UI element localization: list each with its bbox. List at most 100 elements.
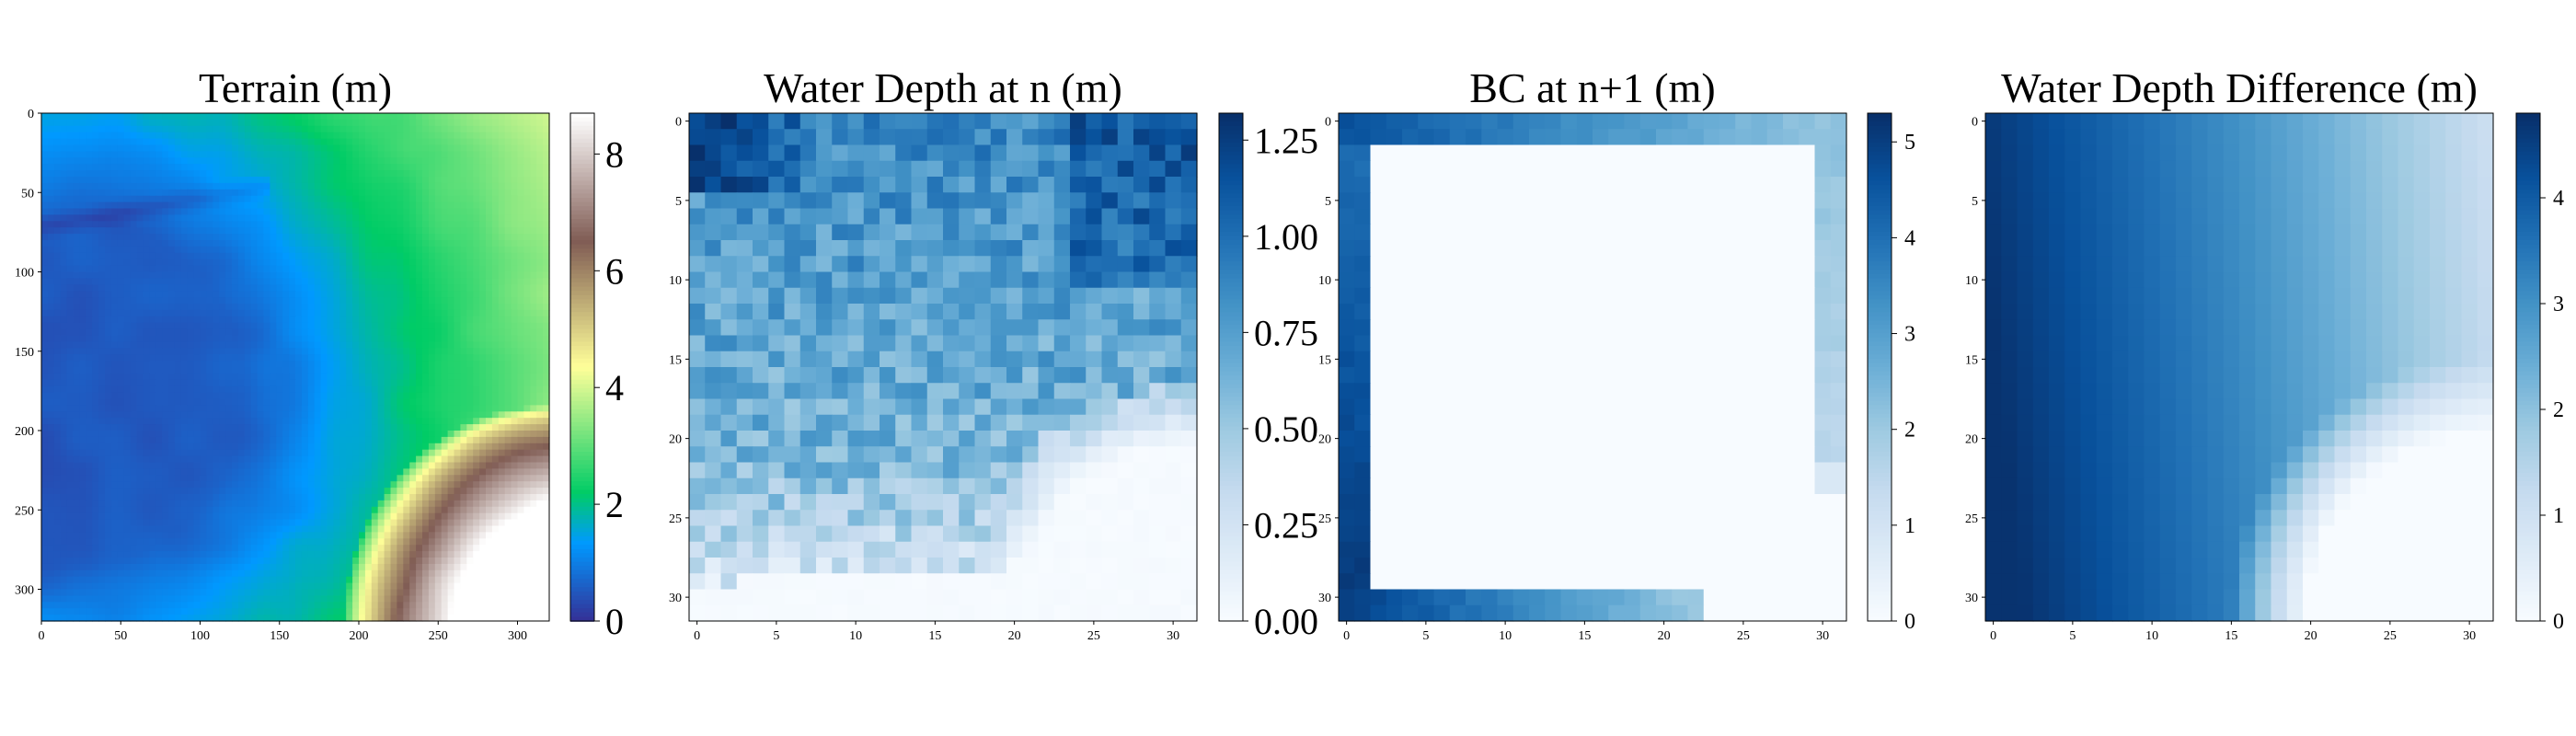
heatmap-cell [307,455,316,464]
heatmap-cell [237,328,246,337]
heatmap-cell [174,297,182,305]
heatmap-cell [237,201,246,210]
heatmap-cell [282,240,290,247]
heatmap-cell [47,271,55,279]
heatmap-cell [530,367,537,374]
heatmap-cell [257,125,265,133]
heatmap-cell [498,271,506,279]
heatmap-cell [66,316,75,324]
heatmap-cell [225,113,233,121]
heatmap-cell [244,144,252,152]
heatmap-cell [41,373,49,381]
heatmap-cell [168,322,176,330]
heatmap-cell [511,240,519,247]
heatmap-cell [327,361,334,368]
heatmap-cell [536,195,544,203]
heatmap-cell [136,443,144,451]
heatmap-cell [504,405,512,412]
heatmap-cell [47,322,55,330]
heatmap-cell [409,113,417,121]
heatmap-cell [479,246,487,254]
heatmap-cell [447,475,455,482]
heatmap-cell [193,252,201,260]
heatmap-cell [327,494,334,501]
heatmap-cell [359,119,366,127]
heatmap-cell [491,113,500,121]
heatmap-cell [244,189,252,197]
heatmap-cell [530,113,537,121]
heatmap-cell [307,309,316,317]
heatmap-cell [511,278,519,285]
heatmap-cell [364,284,373,292]
heatmap-cell [371,361,379,368]
heatmap-cell [307,271,316,279]
heatmap-cell [359,500,366,508]
heatmap-cell [491,475,500,482]
heatmap-cell [250,424,259,431]
heatmap-cell [250,462,259,469]
heatmap-cell [498,455,506,464]
heatmap-cell [397,284,404,292]
heatmap-cell [364,151,373,158]
heatmap-cell [397,144,404,152]
heatmap-cell [213,443,220,451]
heatmap-cell [193,398,201,406]
heatmap-cell [422,424,430,431]
heatmap-cell [53,189,62,197]
heatmap-cell [397,335,404,342]
heatmap-cell [409,373,417,381]
heatmap-cell [257,240,265,247]
heatmap-cell [352,462,360,469]
heatmap-cell [73,431,80,438]
heatmap-cell [200,455,207,464]
heatmap-cell [543,259,550,267]
heatmap-cell [66,151,75,158]
heatmap-cell [237,113,246,121]
heatmap-cell [180,284,189,292]
heatmap-cell [237,341,246,349]
heatmap-cell [466,449,474,457]
heatmap-cell [47,177,55,184]
heatmap-cell [352,500,360,508]
heatmap-cell [187,164,195,171]
heatmap-cell [346,157,353,165]
heatmap-cell [200,227,207,235]
heatmap-cell [460,468,467,476]
heatmap-cell [206,144,213,152]
heatmap-cell [168,234,176,241]
heatmap-cell [409,119,417,127]
heatmap-cell [206,506,213,514]
heatmap-cell [92,449,99,457]
heatmap-cell [162,335,169,342]
heatmap-cell [333,500,340,508]
heatmap-cell [479,227,487,235]
heatmap-cell [232,443,239,451]
heatmap-cell [377,468,385,476]
heatmap-cell [225,367,233,374]
heatmap-cell [162,291,169,298]
heatmap-cell [511,284,519,292]
heatmap-cell [257,170,265,178]
heatmap-cell [73,195,80,203]
heatmap-cell [282,341,290,349]
heatmap-cell [250,367,259,374]
heatmap-cell [498,373,506,381]
heatmap-cell [60,481,68,489]
heatmap-cell [237,488,246,495]
heatmap-cell [66,164,75,171]
heatmap-cell [339,354,347,362]
heatmap-cell [257,506,265,514]
heatmap-cell [454,361,461,368]
heatmap-cell [149,151,156,158]
heatmap-cell [397,455,404,464]
heatmap-cell [193,291,201,298]
heatmap-cell [428,462,436,469]
heatmap-cell [523,411,531,419]
heatmap-cell [213,252,220,260]
heatmap-cell [162,481,169,489]
heatmap-cell [314,151,322,158]
heatmap-cell [447,411,455,419]
heatmap-cell [504,119,512,127]
heatmap-cell [359,240,366,247]
